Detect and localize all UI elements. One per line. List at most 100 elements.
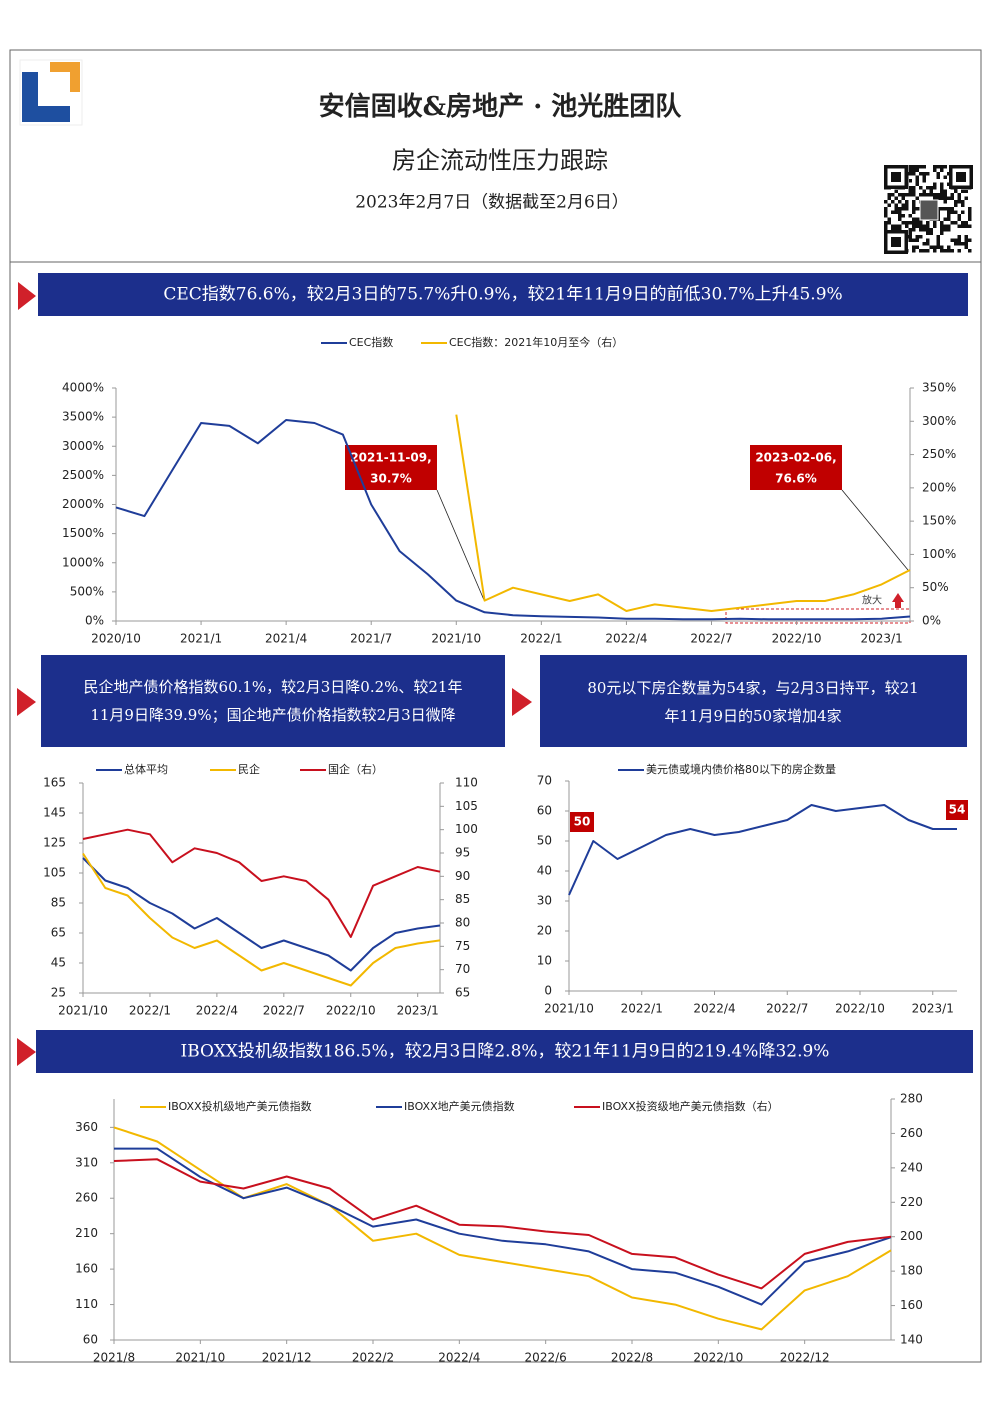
- banner-text: CEC指数76.6%，较2月3日的75.7%升0.9%，较21年11月9日的前低…: [163, 285, 842, 305]
- qr-cell: [929, 245, 933, 249]
- qr-cell: [964, 221, 968, 225]
- qr-cell: [936, 238, 940, 242]
- qr-cell: [898, 217, 902, 221]
- qr-cell: [884, 224, 888, 228]
- qr-cell: [912, 210, 916, 214]
- qr-cell: [905, 203, 909, 207]
- banner-text: 11月9日降39.9%；国企地产债价格指数较2月3日微降: [90, 706, 455, 724]
- qr-cell: [947, 245, 951, 249]
- qr-cell: [905, 207, 909, 211]
- y-tick-label: 350%: [922, 381, 956, 395]
- x-tick-label: 2022/2: [352, 1351, 394, 1365]
- y-tick-label: 500%: [70, 584, 104, 598]
- y-tick-label: 200%: [922, 480, 956, 494]
- y-tick-label: 2500%: [62, 468, 104, 482]
- qr-cell: [947, 224, 951, 228]
- qr-cell: [905, 224, 909, 228]
- qr-cell: [894, 224, 898, 228]
- qr-cell: [933, 168, 937, 172]
- qr-cell: [940, 182, 944, 186]
- y-tick-label: 280: [900, 1092, 923, 1106]
- qr-cell: [947, 172, 951, 176]
- qr-cell: [901, 214, 905, 218]
- qr-cell: [961, 203, 965, 207]
- qr-cell: [912, 224, 916, 228]
- y-tick-label: 75: [455, 939, 470, 953]
- y-tick-label: 150%: [922, 514, 956, 528]
- qr-cell: [936, 242, 940, 246]
- qr-cell: [947, 182, 951, 186]
- qr-cell: [891, 210, 895, 214]
- qr-cell: [957, 235, 961, 239]
- y-tick-label: 85: [455, 892, 470, 906]
- qr-cell: [943, 217, 947, 221]
- qr-cell: [947, 217, 951, 221]
- qr-cell: [898, 193, 902, 197]
- qr-cell: [957, 238, 961, 242]
- qr-cell: [898, 224, 902, 228]
- qr-cell: [919, 221, 923, 225]
- qr-cell: [898, 200, 902, 204]
- qr-cell: [961, 242, 965, 246]
- qr-cell: [887, 217, 891, 221]
- qr-cell: [915, 207, 919, 211]
- y-tick-label: 4000%: [62, 381, 104, 395]
- y-tick-label: 85: [51, 896, 66, 910]
- qr-cell: [922, 249, 926, 253]
- qr-cell: [922, 224, 926, 228]
- x-tick-label: 2022/1: [129, 1004, 171, 1018]
- qr-cell: [912, 193, 916, 197]
- qr-cell: [954, 203, 958, 207]
- qr-cell: [926, 231, 930, 235]
- qr-cell: [898, 214, 902, 218]
- y-tick-label: 360: [75, 1120, 98, 1134]
- qr-cell: [933, 182, 937, 186]
- series-line: [114, 1147, 892, 1306]
- y-tick-label: 45: [51, 956, 66, 970]
- qr-cell: [905, 221, 909, 225]
- qr-cell: [950, 210, 954, 214]
- y-tick-label: 1500%: [62, 526, 104, 540]
- qr-cell: [912, 200, 916, 204]
- qr-cell: [901, 203, 905, 207]
- qr-cell: [968, 249, 972, 253]
- qr-cell: [922, 189, 926, 193]
- qr-cell: [891, 224, 895, 228]
- y-tick-label: 165: [43, 776, 66, 790]
- legend-label: 总体平均: [124, 762, 168, 776]
- x-tick-label: 2021/10: [58, 1004, 108, 1018]
- qr-cell: [943, 196, 947, 200]
- qr-cell: [950, 196, 954, 200]
- qr-cell: [940, 189, 944, 193]
- banner-text: 80元以下房企数量为54家，与2月3日持平，较21: [587, 679, 918, 697]
- x-tick-label: 2022/7: [766, 1002, 808, 1016]
- legend-label: CEC指数: [349, 335, 393, 349]
- qr-cell: [957, 196, 961, 200]
- qr-cell: [894, 189, 898, 193]
- qr-cell: [915, 168, 919, 172]
- y-tick-label: 2000%: [62, 497, 104, 511]
- qr-cell: [936, 196, 940, 200]
- qr-cell: [901, 196, 905, 200]
- page-border: [9, 49, 982, 1363]
- qr-cell: [961, 221, 965, 225]
- qr-cell: [954, 238, 958, 242]
- x-tick-label: 2021/4: [265, 632, 307, 646]
- y-tick-label: 145: [43, 806, 66, 820]
- qr-cell: [912, 165, 916, 169]
- qr-cell: [957, 214, 961, 218]
- y-tick-label: 160: [75, 1262, 98, 1276]
- y-tick-label: 90: [455, 869, 470, 883]
- qr-cell: [933, 165, 937, 169]
- qr-cell: [919, 228, 923, 232]
- qr-cell: [929, 186, 933, 190]
- qr-cell: [894, 207, 898, 211]
- qr-cell: [940, 193, 944, 197]
- qr-cell: [929, 231, 933, 235]
- x-tick-label: 2021/8: [93, 1351, 135, 1365]
- banner-text: 年11月9日的50家增加4家: [664, 707, 841, 725]
- qr-cell: [919, 172, 923, 176]
- x-tick-label: 2020/10: [91, 632, 141, 646]
- legend-label: 美元债或境内债价格80以下的房企数量: [646, 762, 836, 776]
- series-line: [82, 828, 441, 938]
